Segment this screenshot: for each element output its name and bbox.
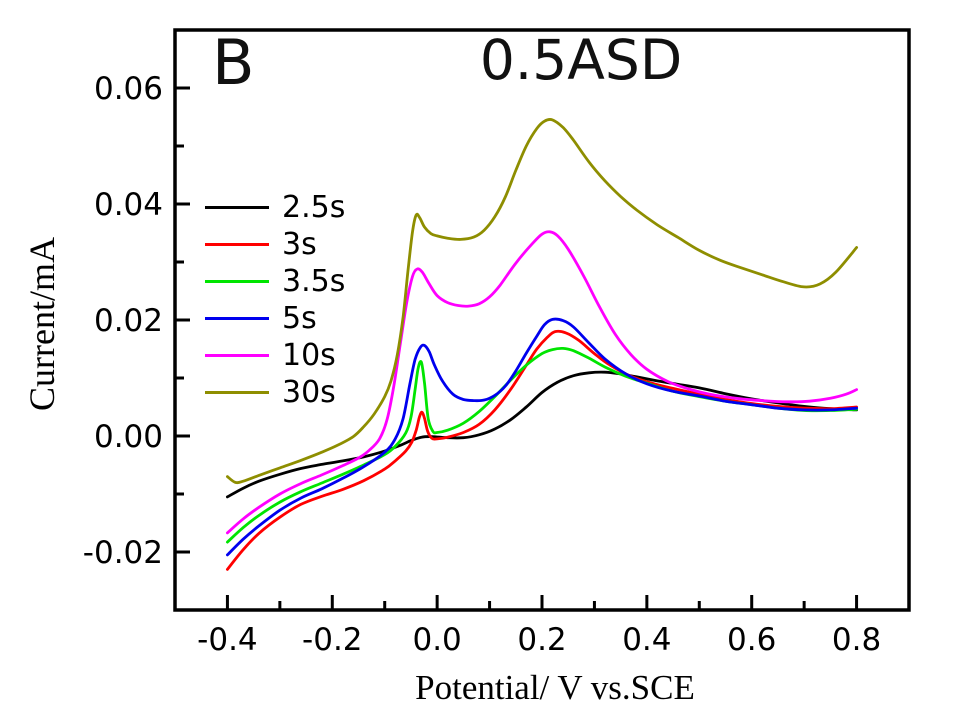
y-axis-title: Current/mA bbox=[22, 237, 62, 411]
curve-30s bbox=[226, 118, 858, 485]
y-tick-label: 0.00 bbox=[94, 419, 163, 455]
legend-item-label: 10s bbox=[282, 337, 336, 373]
y-tick-label: 0.02 bbox=[94, 303, 163, 339]
x-tick-label: -0.2 bbox=[302, 622, 363, 658]
curve-3s bbox=[226, 329, 858, 571]
legend-item-label: 3.5s bbox=[282, 263, 346, 299]
x-tick-label: 0.0 bbox=[412, 622, 461, 658]
legend-item-label: 2.5s bbox=[282, 189, 346, 225]
x-tick-label: 0.8 bbox=[832, 622, 881, 658]
legend-item: 2.5s bbox=[205, 189, 345, 226]
legend-item: 30s bbox=[205, 374, 345, 411]
x-tick-label: 0.6 bbox=[727, 622, 776, 658]
legend-item: 3s bbox=[205, 226, 345, 263]
curve-2.5s bbox=[226, 370, 858, 499]
curve-5s bbox=[226, 317, 858, 557]
y-tick-label: 0.04 bbox=[94, 187, 163, 223]
x-tick-label: 0.2 bbox=[517, 622, 566, 658]
legend-item: 10s bbox=[205, 337, 345, 374]
legend-line-sample bbox=[205, 243, 269, 246]
legend-item: 3.5s bbox=[205, 263, 345, 300]
x-tick-label: -0.4 bbox=[197, 622, 258, 658]
y-tick-label: 0.06 bbox=[94, 71, 163, 107]
legend-line-sample bbox=[205, 391, 269, 394]
legend-item-label: 3s bbox=[282, 226, 317, 262]
curve-10s bbox=[226, 230, 858, 535]
x-axis-title: Potential/ V vs.SCE bbox=[415, 668, 695, 707]
legend-line-sample bbox=[205, 317, 269, 320]
legend-line-sample bbox=[205, 354, 269, 357]
y-tick-label: -0.02 bbox=[83, 535, 163, 571]
legend-line-sample bbox=[205, 206, 269, 209]
panel-label: B bbox=[212, 26, 256, 99]
chart-title: 0.5ASD bbox=[479, 28, 683, 92]
legend-item: 5s bbox=[205, 300, 345, 337]
legend-item-label: 5s bbox=[282, 300, 317, 336]
x-tick-label: 0.4 bbox=[622, 622, 671, 658]
legend-line-sample bbox=[205, 280, 269, 283]
legend: 2.5s 3s 3.5s 5s 10s 30s bbox=[205, 189, 345, 411]
legend-item-label: 30s bbox=[282, 374, 336, 410]
plot-frame bbox=[173, 28, 911, 612]
